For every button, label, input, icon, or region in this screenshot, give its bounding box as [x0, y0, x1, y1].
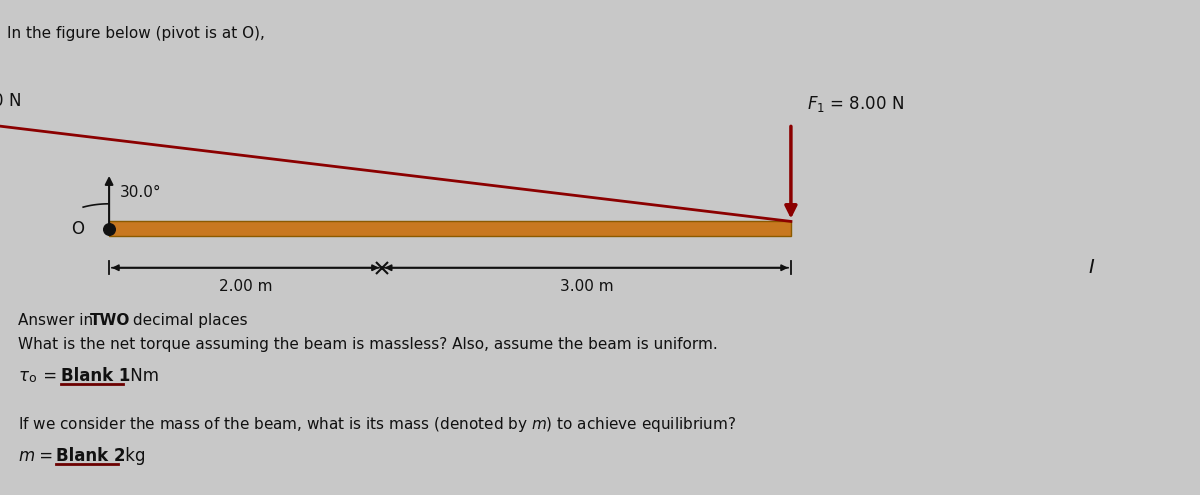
- Text: $m$: $m$: [18, 447, 35, 465]
- Text: 3.00 m: 3.00 m: [559, 280, 613, 295]
- Text: What is the net torque assuming the beam is massless? Also, assume the beam is u: What is the net torque assuming the beam…: [18, 337, 718, 352]
- Text: In the figure below (pivot is at O),: In the figure below (pivot is at O),: [7, 26, 265, 41]
- Text: =: =: [34, 447, 59, 465]
- Point: [100, 225, 119, 233]
- Text: Answer in: Answer in: [18, 313, 98, 328]
- Text: kg: kg: [120, 447, 145, 465]
- Text: 2.00 m: 2.00 m: [218, 280, 272, 295]
- Text: Nm: Nm: [125, 367, 158, 385]
- Text: O: O: [72, 220, 84, 238]
- Text: Blank 2: Blank 2: [56, 447, 126, 465]
- Text: $\tau$: $\tau$: [18, 367, 30, 385]
- Text: TWO: TWO: [90, 313, 131, 328]
- Text: If we consider the mass of the beam, what is its mass (denoted by $m$) to achiev: If we consider the mass of the beam, wha…: [18, 415, 737, 434]
- Text: I: I: [1088, 258, 1093, 277]
- Text: Blank 1: Blank 1: [61, 367, 131, 385]
- Text: decimal places: decimal places: [128, 313, 247, 328]
- Text: =: =: [38, 367, 62, 385]
- Bar: [109, 221, 791, 236]
- Text: $F_2$ = 12.0 N: $F_2$ = 12.0 N: [0, 92, 22, 111]
- Text: o: o: [28, 372, 36, 385]
- Text: $F_1$ = 8.00 N: $F_1$ = 8.00 N: [808, 94, 905, 114]
- Text: 30.0°: 30.0°: [120, 185, 162, 200]
